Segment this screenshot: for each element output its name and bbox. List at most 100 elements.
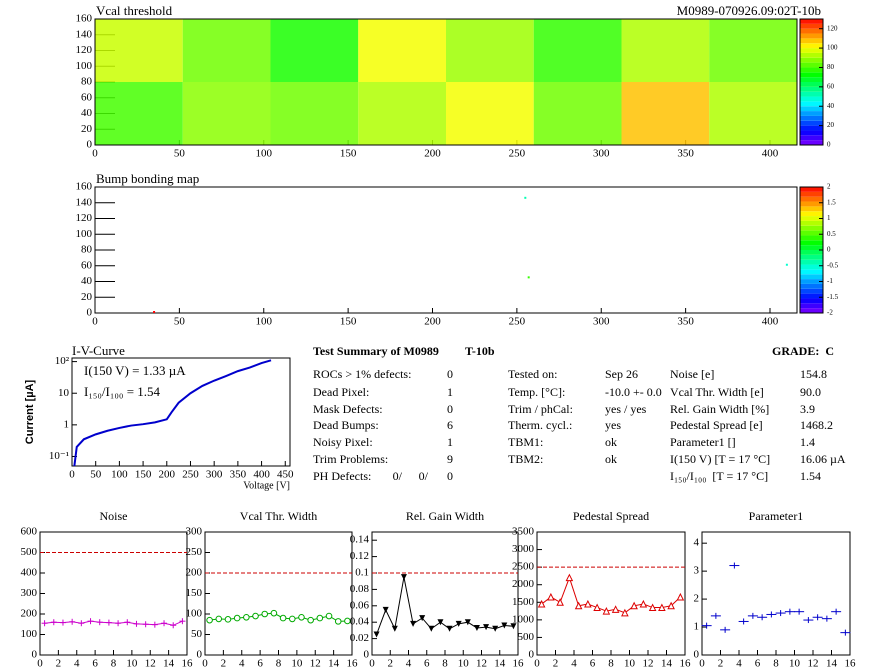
y-tick-label: 0: [694, 649, 700, 661]
z-tick-label: 20: [827, 121, 835, 129]
colorbar-band: [800, 67, 823, 73]
x-tick-label: 6: [590, 658, 596, 670]
z-tick-label: 1: [827, 214, 831, 222]
marker: [565, 573, 574, 582]
colorbar-band: [800, 274, 823, 280]
x-tick-label: 14: [163, 658, 175, 670]
y-tick-label: 10⁻¹: [49, 450, 69, 462]
x-tick-label: 450: [277, 469, 294, 481]
defect-label: Dead Bumps:: [313, 418, 379, 432]
ph-value: 0: [447, 469, 453, 483]
marker-tri: [391, 625, 398, 632]
defect-label: Mask Defects:: [313, 402, 383, 416]
x-tick-label: 12: [476, 658, 487, 670]
plot-frame: [204, 531, 353, 656]
y-tick-label: 0.14: [350, 534, 370, 546]
z-tick-label: -1.5: [827, 293, 839, 301]
y-tick-label: 10: [58, 387, 70, 399]
x-tick-label: 10: [458, 658, 470, 670]
x-tick-label: 50: [90, 469, 102, 481]
condition-value: yes / yes: [605, 402, 647, 416]
marker: [710, 612, 721, 619]
marker: [400, 574, 407, 581]
marker: [224, 616, 232, 623]
marker: [775, 610, 786, 617]
marker: [729, 562, 740, 569]
y-tick-label: 100: [76, 60, 93, 72]
y-tick-label: 140: [76, 28, 93, 40]
result-label: I(150 V) [T = 17 °C]: [670, 452, 770, 466]
x-tick-label: 12: [808, 658, 819, 670]
x-tick-label: 6: [424, 658, 430, 670]
marker: [676, 592, 685, 601]
marker: [630, 601, 638, 610]
marker-circle: [252, 612, 259, 620]
x-tick-label: 0: [92, 316, 98, 328]
defect-value: 0: [447, 367, 453, 381]
heatmap-cell: [446, 82, 534, 145]
x-tick-label: 400: [762, 316, 779, 328]
marker-tri: [455, 620, 462, 627]
x-tick-label: 200: [424, 148, 441, 160]
x-tick-label: 300: [593, 148, 610, 160]
marker: [821, 615, 832, 622]
y-tick-label: 160: [76, 13, 93, 25]
y-tick-label: 0.04: [350, 616, 370, 628]
result-label: I₁₅₀/I₁₀₀ [T = 17 °C]: [670, 469, 768, 483]
series-line: [209, 612, 348, 622]
z-tick-label: 80: [827, 63, 835, 71]
marker: [41, 620, 48, 627]
y-tick-label: 500: [21, 546, 38, 558]
marker-circle: [270, 609, 278, 617]
x-tick-label: 100: [111, 469, 128, 481]
marker: [270, 609, 278, 617]
y-tick-label: 120: [76, 44, 93, 56]
marker: [279, 614, 287, 622]
colorbar-band: [800, 279, 823, 284]
x-tick-label: 0: [699, 658, 705, 670]
defect-label: Trim Problems:: [313, 452, 388, 466]
x-tick-label: 50: [174, 316, 186, 328]
y-tick-label: 0.12: [350, 550, 369, 562]
x-axis-label: Voltage [V]: [243, 480, 290, 491]
marker: [243, 613, 250, 621]
y-tick-label: 200: [186, 567, 203, 579]
y-tick-label: 80: [81, 244, 93, 256]
colorbar-band: [800, 187, 823, 192]
y-tick-label: 200: [21, 608, 38, 620]
colorbar-band: [800, 140, 823, 145]
marker-tri: [400, 574, 407, 581]
plot-frame: [701, 531, 851, 656]
colorbar-band: [800, 245, 823, 250]
colorbar-band: [800, 43, 823, 49]
grade: GRADE: C: [772, 344, 834, 358]
heatmap-cell: [621, 82, 710, 145]
chart-title: Parameter1: [749, 509, 804, 523]
x-tick-label: 400: [253, 469, 270, 481]
x-tick-label: 10: [789, 658, 801, 670]
y-tick-label: 3000: [512, 543, 535, 555]
condition-label: Temp. [°C]:: [508, 385, 565, 399]
y-tick-label: 0.1: [355, 567, 369, 579]
marker: [492, 625, 499, 632]
marker-circle: [307, 616, 314, 624]
condition-label: TBM1:: [508, 435, 543, 449]
marker: [288, 615, 296, 623]
colorbar-band: [800, 308, 823, 313]
marker: [483, 624, 490, 631]
marker-circle: [288, 615, 296, 623]
result-value: 3.9: [800, 402, 815, 416]
x-tick-label: 250: [182, 469, 199, 481]
condition-value: Sep 26: [605, 367, 638, 381]
x-tick-label: 10: [126, 658, 138, 670]
heatmap-cell: [95, 82, 183, 145]
marker: [252, 612, 259, 620]
marker-tri: [556, 598, 564, 606]
marker: [639, 599, 648, 608]
colorbar-band: [800, 298, 823, 304]
y-tick-label: 400: [21, 567, 38, 579]
colorbar-band: [800, 23, 823, 29]
marker: [133, 620, 140, 627]
defect-label: ROCs > 1% defects:: [313, 367, 411, 381]
condition-label: Tested on:: [508, 367, 557, 381]
